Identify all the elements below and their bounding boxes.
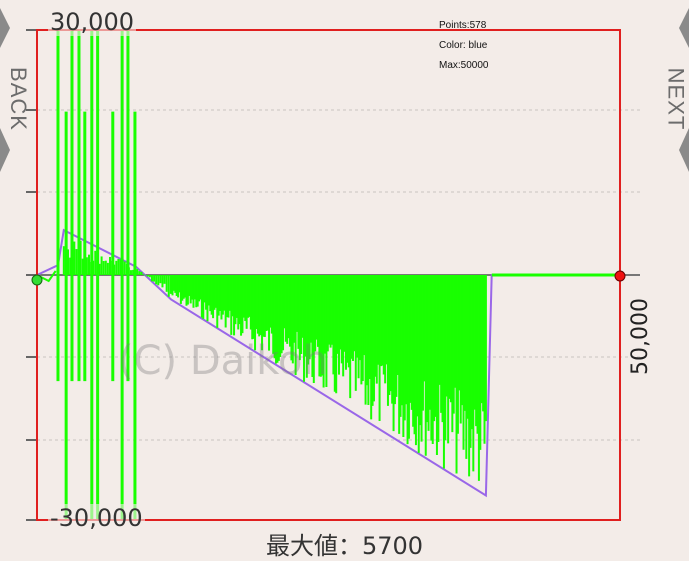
y-axis-bottom-label: -30,000	[48, 504, 145, 532]
max-value-caption: 最大値：5700	[265, 532, 424, 560]
watermark-text: (C) Daikoh	[118, 338, 328, 384]
start-point-marker[interactable]	[31, 274, 43, 286]
next-chevron-top-icon[interactable]	[679, 8, 689, 48]
next-button[interactable]: NEXT	[664, 0, 689, 178]
next-label: NEXT	[663, 67, 689, 131]
info-points: Points:578	[439, 20, 487, 31]
info-max: Max:50000	[439, 60, 489, 71]
x-axis-max-label: 50,000	[628, 298, 653, 375]
y-axis-top-label: 30,000	[48, 8, 136, 36]
back-chevron-top-icon[interactable]	[0, 8, 10, 48]
back-chevron-bottom-icon[interactable]	[0, 128, 10, 172]
end-point-marker[interactable]	[614, 270, 626, 282]
info-color: Color: blue	[439, 40, 488, 51]
next-chevron-bottom-icon[interactable]	[679, 128, 689, 172]
back-label: BACK	[5, 67, 31, 131]
back-button[interactable]: BACK	[0, 0, 31, 178]
trace-group	[36, 30, 620, 520]
